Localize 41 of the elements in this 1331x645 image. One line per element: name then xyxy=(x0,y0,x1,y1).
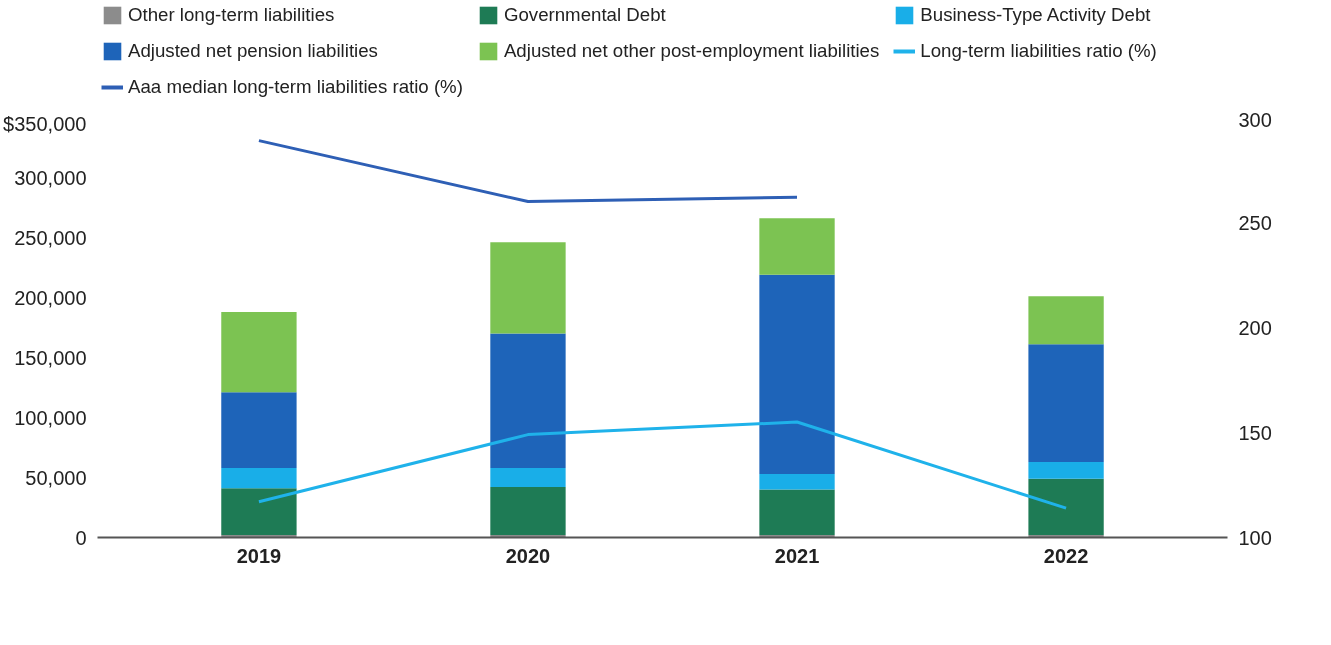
y2-tick-label: 200 xyxy=(1238,316,1272,339)
bar xyxy=(221,392,297,468)
line-series xyxy=(257,420,1068,510)
legend-label: Adjusted net pension liabilities xyxy=(128,40,378,62)
bar xyxy=(490,467,566,488)
x-tick-label: 2022 xyxy=(1043,544,1089,567)
bar xyxy=(221,311,297,393)
y-tick-label: 0 xyxy=(75,526,87,549)
legend-label: Other long-term liabilities xyxy=(128,4,335,26)
y2-tick-label: 100 xyxy=(1238,526,1272,549)
y2-tick-label: 300 xyxy=(1238,108,1272,131)
bar xyxy=(759,218,835,275)
y-tick-label: 300,000 xyxy=(14,166,87,189)
y-tick-label: 250,000 xyxy=(14,226,87,249)
bar xyxy=(490,333,566,468)
bar xyxy=(221,467,297,489)
bar xyxy=(1028,344,1104,462)
y-tick-label: 150,000 xyxy=(14,346,87,369)
y-tick-label: 100,000 xyxy=(14,406,87,429)
bar xyxy=(759,473,835,490)
y-tick-label: 50,000 xyxy=(25,466,87,489)
y2-tick-label: 150 xyxy=(1238,421,1272,444)
legend-label: Adjusted net other post-employment liabilities xyxy=(503,40,880,62)
y-tick-label: 200,000 xyxy=(14,286,87,309)
y-tick-label: $350,000 xyxy=(3,112,87,135)
bar xyxy=(490,487,566,536)
legend-label: Aaa median long-term liabilities ratio (%) xyxy=(128,76,463,98)
x-tick-label: 2021 xyxy=(774,544,820,567)
bar xyxy=(490,242,566,334)
legend-label: Governmental Debt xyxy=(503,4,666,26)
bar xyxy=(1028,478,1104,536)
bar xyxy=(221,488,297,536)
x-tick-label: 2019 xyxy=(236,544,282,567)
y2-tick-label: 250 xyxy=(1238,211,1272,234)
legend-label: Business-Type Activity Debt xyxy=(920,4,1151,26)
legend-label: Long-term liabilities ratio (%) xyxy=(920,40,1157,62)
x-tick-label: 2020 xyxy=(505,544,551,567)
bar xyxy=(759,274,835,474)
bar xyxy=(1028,296,1104,345)
bar xyxy=(1028,461,1104,479)
bar xyxy=(759,489,835,536)
